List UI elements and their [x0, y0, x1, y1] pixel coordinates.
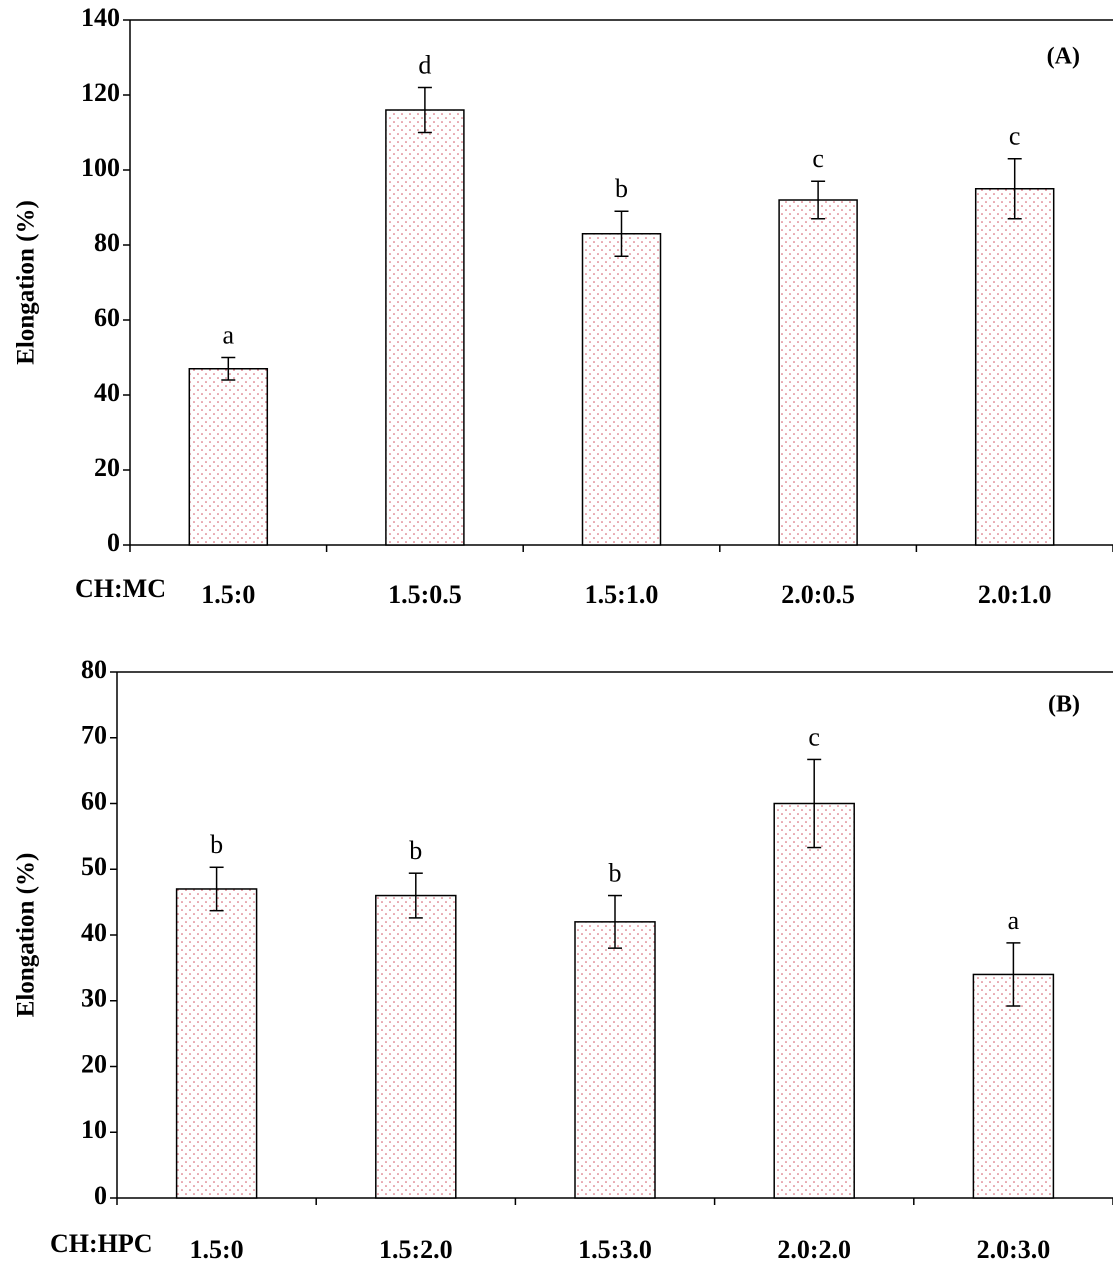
x-tick-label: 2.0:3.0 [977, 1235, 1051, 1264]
y-tick-label: 80 [94, 228, 120, 257]
significance-letter: c [812, 144, 824, 173]
significance-letter: b [210, 830, 223, 859]
y-tick-label: 10 [81, 1115, 107, 1144]
y-tick-label: 120 [81, 78, 120, 107]
x-axis-prefix: CH:MC [75, 574, 166, 603]
bar [575, 922, 655, 1198]
bar [973, 974, 1053, 1198]
x-tick-label: 2.0:0.5 [781, 580, 855, 609]
y-tick-label: 60 [81, 786, 107, 815]
x-tick-label: 1.5:1.0 [585, 580, 659, 609]
y-axis-title: Elongation (%) [13, 853, 40, 1018]
y-tick-label: 40 [94, 378, 120, 407]
y-tick-label: 20 [94, 453, 120, 482]
y-tick-label: 30 [81, 984, 107, 1013]
y-axis-title: Elongation (%) [13, 200, 40, 365]
x-tick-label: 1.5:0 [201, 580, 255, 609]
significance-letter: d [418, 50, 431, 79]
figure: 020406080100120140Elongation (%)CH:MC(A)… [0, 0, 1113, 1268]
bar [779, 200, 857, 545]
y-tick-label: 100 [81, 153, 120, 182]
bar [583, 234, 661, 545]
y-tick-label: 0 [94, 1181, 107, 1210]
bar [976, 189, 1054, 545]
significance-letter: c [1009, 122, 1021, 151]
x-tick-label: 1.5:2.0 [379, 1235, 453, 1264]
bar [774, 804, 854, 1199]
y-tick-label: 140 [81, 3, 120, 32]
bar [177, 889, 257, 1198]
panel-label: (B) [1048, 692, 1080, 718]
y-tick-label: 80 [81, 655, 107, 684]
page: {"chart_data": [ {"type": "bar", "panel_… [0, 0, 1113, 1268]
bar [386, 110, 464, 545]
significance-letter: a [223, 320, 235, 349]
x-tick-label: 1.5:3.0 [578, 1235, 652, 1264]
x-tick-label: 1.5:0 [190, 1235, 244, 1264]
x-axis-prefix: CH:HPC [50, 1229, 153, 1258]
bar [376, 896, 456, 1198]
y-tick-label: 40 [81, 918, 107, 947]
significance-letter: b [615, 174, 628, 203]
panel-label: (A) [1047, 44, 1080, 70]
y-tick-label: 50 [81, 852, 107, 881]
y-tick-label: 70 [81, 721, 107, 750]
x-tick-label: 2.0:1.0 [978, 580, 1052, 609]
x-tick-label: 1.5:0.5 [388, 580, 462, 609]
bar [189, 369, 267, 545]
significance-letter: b [609, 859, 622, 888]
significance-letter: c [808, 722, 820, 751]
significance-letter: a [1008, 906, 1020, 935]
x-tick-label: 2.0:2.0 [777, 1235, 851, 1264]
y-tick-label: 60 [94, 303, 120, 332]
y-tick-label: 20 [81, 1049, 107, 1078]
y-tick-label: 0 [107, 528, 120, 557]
significance-letter: b [409, 836, 422, 865]
